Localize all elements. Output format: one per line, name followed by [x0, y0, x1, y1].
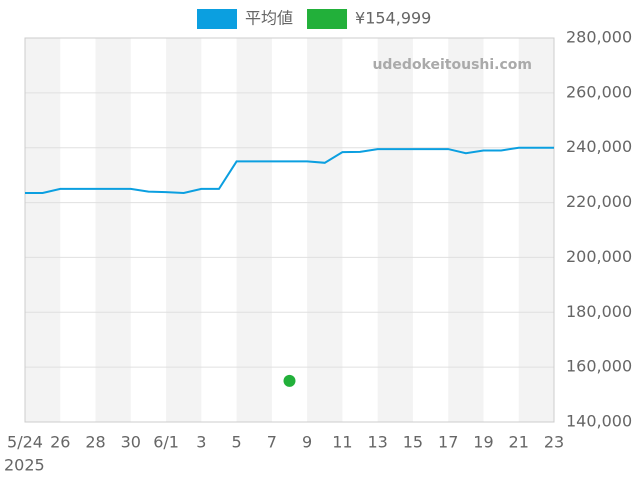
- x-tick-label: 19: [473, 433, 493, 452]
- band: [166, 38, 202, 422]
- band: [377, 38, 413, 422]
- x-tick-label: 5: [232, 433, 242, 452]
- legend-swatch: [197, 9, 237, 29]
- y-tick-label: 180,000: [566, 302, 632, 321]
- y-tick-label: 260,000: [566, 82, 632, 101]
- x-tick-label: 7: [267, 433, 277, 452]
- line: [25, 146, 554, 194]
- band: [518, 38, 554, 422]
- watermark: udedokeitoushi.com: [372, 57, 532, 73]
- x-tick-label: 6/1: [153, 433, 179, 452]
- x-tick-label: 5/24: [7, 433, 43, 452]
- plot-border: [24, 37, 555, 423]
- legend-label: ¥154,999: [355, 9, 431, 28]
- x-tick-label: 30: [121, 433, 141, 452]
- x-tick-label: 11: [332, 433, 352, 452]
- x-tick-label: 13: [367, 433, 387, 452]
- x-tick-label: 15: [403, 433, 423, 452]
- band: [95, 38, 131, 422]
- band: [236, 38, 272, 422]
- x-year-label: 2025: [4, 456, 45, 475]
- x-tick-label: 28: [85, 433, 105, 452]
- y-tick-label: 160,000: [566, 357, 632, 376]
- band: [448, 38, 484, 422]
- band: [307, 38, 343, 422]
- x-tick-label: 26: [50, 433, 70, 452]
- y-tick-label: 240,000: [566, 137, 632, 156]
- x-tick-label: 3: [196, 433, 206, 452]
- y-tick-label: 140,000: [566, 412, 632, 431]
- x-tick-label: 23: [544, 433, 564, 452]
- band: [25, 38, 61, 422]
- x-tick-label: 9: [302, 433, 312, 452]
- legend-swatch: [307, 9, 348, 29]
- y-tick-label: 200,000: [566, 247, 632, 266]
- y-tick-label: 220,000: [566, 192, 632, 211]
- y-tick-label: 280,000: [566, 28, 632, 47]
- x-tick-label: 17: [438, 433, 458, 452]
- x-tick-label: 21: [509, 433, 529, 452]
- legend-label: 平均値: [245, 9, 293, 28]
- point: [283, 374, 296, 387]
